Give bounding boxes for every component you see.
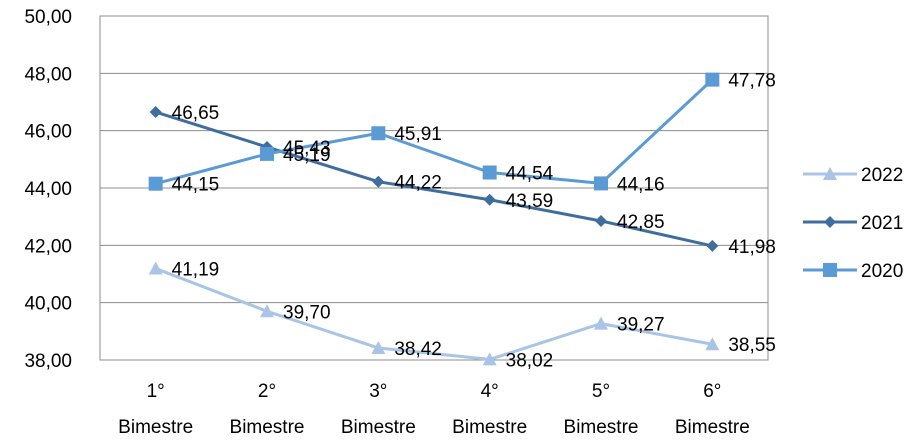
data-label: 41,19 [172,260,220,281]
data-point [372,175,385,188]
data-point [371,126,386,141]
legend-label: 2020 [861,261,903,282]
x-tick-label: 6° [703,381,721,402]
data-label: 42,85 [617,212,665,233]
data-label: 45,91 [394,124,442,145]
data-label: 43,59 [506,191,554,212]
x-tick-label: 2° [258,381,276,402]
data-point [149,106,162,119]
legend: 2022 2021 2020 [803,165,903,282]
x-tick-label: Bimestre [118,417,193,438]
y-tick-label: 42,00 [24,236,72,257]
series-line [155,78,714,186]
y-tick-label: 44,00 [24,179,72,200]
y-axis-ticks: 38,00 40,00 42,00 44,00 46,00 48,00 50,00 [24,7,72,372]
x-tick-label: Bimestre [452,417,527,438]
data-label: 39,70 [283,302,331,323]
legend-item-2021: 2021 [803,213,903,234]
x-axis-ticks: 1° Bimestre 2° Bimestre 3° Bimestre 4° Bimestre… [118,381,750,438]
x-tick-label: 5° [592,381,610,402]
data-label: 38,42 [394,339,442,360]
series-group [148,72,720,366]
y-tick-label: 38,00 [24,351,72,372]
data-point [706,239,719,252]
data-point [260,304,274,318]
x-tick-label: Bimestre [341,417,416,438]
legend-marker [823,263,837,277]
series-line [155,110,713,248]
y-tick-label: 50,00 [24,7,72,28]
y-tick-label: 46,00 [24,122,72,143]
data-label: 44,16 [617,174,665,195]
data-point [595,214,607,227]
legend-item-2022: 2022 [803,165,903,186]
x-tick-label: Bimestre [564,417,639,438]
data-point [705,72,720,87]
data-point [148,261,163,275]
data-point [148,176,163,191]
data-point [594,316,608,330]
x-tick-label: 1° [147,381,165,402]
data-label: 38,02 [506,350,554,371]
data-label: 44,54 [506,164,554,185]
series-2021 [149,106,719,252]
data-point [705,337,720,351]
series-2022 [148,261,720,366]
data-label: 45,19 [283,145,331,166]
legend-label: 2022 [861,165,903,186]
y-tick-label: 48,00 [24,64,72,85]
data-point [594,176,608,191]
x-tick-label: Bimestre [675,417,750,438]
data-label: 41,98 [728,237,776,258]
data-label: 44,22 [394,173,442,194]
legend-marker [824,216,836,228]
data-point [260,146,274,161]
x-tick-label: 3° [369,381,387,402]
data-label: 44,15 [172,175,220,196]
legend-marker [823,167,837,180]
data-point [482,165,497,180]
data-label: 47,78 [728,71,776,92]
series-line [155,267,713,361]
legend-label: 2021 [861,213,903,234]
x-tick-label: Bimestre [230,417,305,438]
legend-item-2020: 2020 [803,261,903,282]
data-label: 45,43 [283,138,331,159]
data-point [482,352,497,366]
series-2020 [148,72,720,191]
data-labels: 41,19 39,70 38,42 38,02 39,27 38,55 46,65 45,43… [172,71,776,372]
data-label: 39,27 [617,315,665,336]
y-tick-label: 40,00 [24,294,72,315]
data-label: 38,55 [728,335,776,356]
data-point [483,193,496,206]
x-tick-label: 4° [481,381,499,402]
data-label: 46,65 [172,103,220,124]
data-point [371,340,386,354]
